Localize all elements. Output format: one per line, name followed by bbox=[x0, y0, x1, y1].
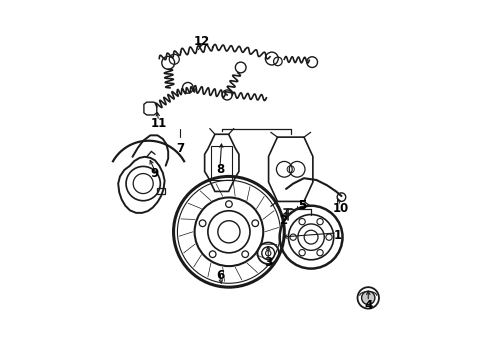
Text: 7: 7 bbox=[176, 142, 184, 155]
Text: 3: 3 bbox=[264, 256, 272, 269]
Text: 11: 11 bbox=[150, 117, 167, 130]
Text: 10: 10 bbox=[333, 202, 349, 215]
Text: 8: 8 bbox=[216, 163, 224, 176]
Text: 1: 1 bbox=[334, 229, 342, 242]
Text: 12: 12 bbox=[193, 35, 210, 48]
Text: 5: 5 bbox=[298, 198, 306, 212]
Circle shape bbox=[362, 291, 375, 305]
Text: 9: 9 bbox=[151, 167, 159, 180]
Text: 6: 6 bbox=[216, 269, 224, 282]
Text: 4: 4 bbox=[364, 299, 372, 312]
Text: 5: 5 bbox=[298, 198, 306, 212]
Text: 2: 2 bbox=[279, 213, 288, 226]
